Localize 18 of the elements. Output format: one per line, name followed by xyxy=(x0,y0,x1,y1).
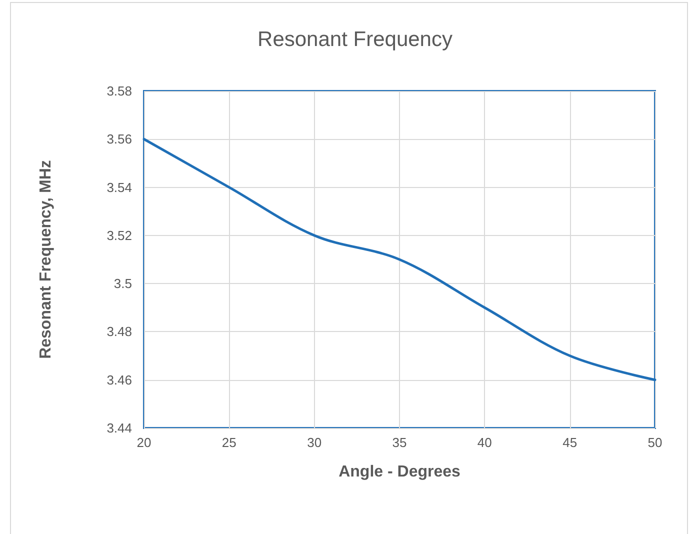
y-tick-label: 3.5 xyxy=(114,276,132,292)
y-tick-label: 3.44 xyxy=(106,420,132,436)
y-tick-label: 3.46 xyxy=(106,372,132,388)
x-axis-title: Angle - Degrees xyxy=(338,464,461,480)
y-tick-label: 3.54 xyxy=(106,180,132,195)
y-tick-label: 3.56 xyxy=(106,132,132,147)
y-tick-label: 3.58 xyxy=(106,84,132,98)
x-tick-label: 50 xyxy=(648,435,662,450)
chart-title: Resonant Frequency xyxy=(258,28,453,51)
x-tick-label: 30 xyxy=(307,435,322,450)
x-tick-label: 35 xyxy=(392,435,407,450)
x-tick-label: 45 xyxy=(562,435,578,450)
y-axis-title: Resonant Frequency, MHz xyxy=(38,160,54,359)
y-tick-label: 3.52 xyxy=(106,228,132,243)
y-tick-label: 3.48 xyxy=(106,324,132,340)
x-tick-label: 20 xyxy=(136,435,152,450)
x-tick-label: 25 xyxy=(222,435,236,450)
x-tick-label: 40 xyxy=(477,435,492,450)
